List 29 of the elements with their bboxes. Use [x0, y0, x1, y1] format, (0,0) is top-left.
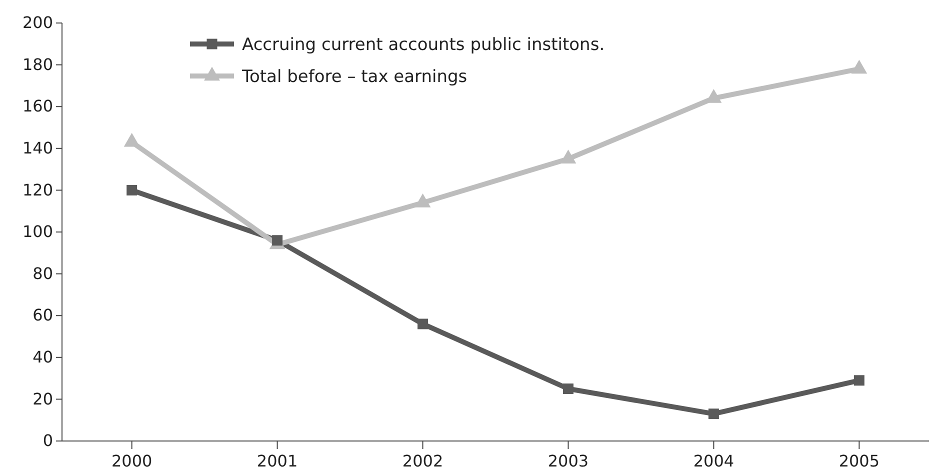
y-tick-label: 120: [22, 180, 53, 200]
x-tick-label: 2000: [111, 451, 152, 470]
x-tick-label: 2005: [838, 451, 880, 470]
y-tick-label: 20: [32, 389, 53, 408]
point: [851, 60, 868, 74]
x-tick-label: 2003: [548, 451, 589, 470]
legend-label: Total before – tax earnings: [241, 66, 468, 87]
point: [272, 235, 283, 246]
y-tick-label: 100: [22, 222, 53, 242]
y-tick-label: 80: [32, 264, 53, 283]
point: [708, 408, 719, 420]
point: [560, 150, 576, 164]
point: [124, 132, 140, 147]
y-tick-label: 180: [22, 54, 53, 74]
x-tick-label: 2002: [402, 451, 444, 470]
point: [854, 375, 864, 386]
point: [126, 184, 138, 196]
y-tick-label: 60: [32, 306, 53, 325]
y-tick-label: 160: [22, 96, 53, 116]
point: [562, 384, 574, 394]
point: [414, 194, 431, 208]
y-tick-label: 0: [42, 431, 53, 450]
point: [418, 318, 428, 330]
y-tick-label: 200: [22, 13, 53, 32]
x-tick-label: 2004: [693, 451, 734, 470]
legend-label: Accruing current accounts public institons.: [242, 34, 605, 55]
x-tick-label: 2001: [256, 451, 298, 470]
y-tick-label: 40: [32, 348, 53, 367]
y-tick-label: 140: [22, 138, 53, 158]
